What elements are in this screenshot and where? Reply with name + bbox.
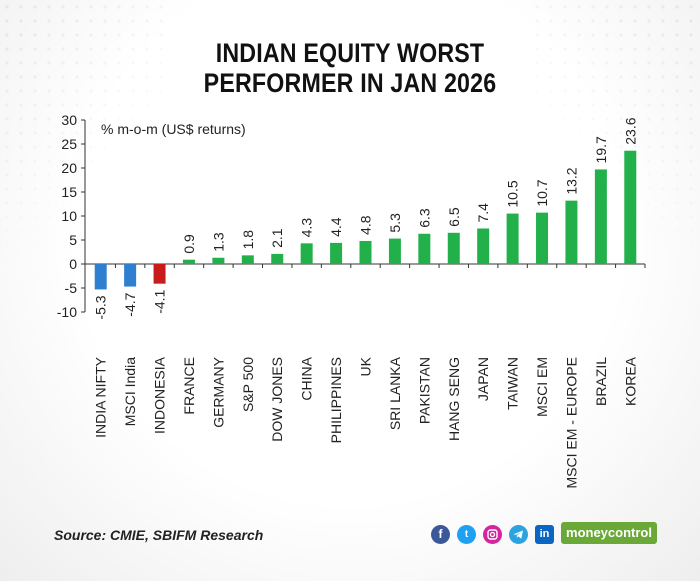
telegram-glyph [513,530,523,539]
data-label: -4.7 [122,292,138,316]
bar [418,233,431,264]
bar-chart: % m-o-m (US$ returns) -10 -5 0 5 10 15 20 25 30 -… [57,112,646,488]
category-label: DOW JONES [269,357,285,442]
category-label: JAPAN [475,357,491,401]
bar [241,255,254,264]
data-label: 1.8 [240,230,256,250]
y-tick-label: -10 [57,304,77,320]
data-label: 19.7 [593,136,609,163]
bar [330,242,343,264]
source-note: Source: CMIE, SBIFM Research [54,527,264,543]
y-tick-label: 10 [61,208,77,224]
data-label: -4.1 [152,289,168,313]
data-label: 5.3 [387,213,403,233]
bar [536,212,549,264]
category-label: SRI LANKA [387,356,403,430]
bar [477,228,490,264]
bar [506,213,519,264]
data-label: 1.3 [210,232,226,252]
category-label: CHINA [299,356,315,400]
bar [388,238,401,264]
data-label: 10.7 [534,179,550,206]
data-label: 4.3 [299,218,315,238]
data-label: 6.3 [416,208,432,228]
category-label: INDONESIA [152,356,168,434]
data-label: 23.6 [622,117,638,144]
category-label: MSCI EM - EUROPE [563,357,579,488]
y-tick-label: 5 [69,232,77,248]
bar [212,257,225,264]
bar [182,259,195,264]
chart-title-line-2: PERFORMER IN JAN 2026 [203,68,497,98]
category-label: S&P 500 [240,357,256,412]
category-label: INDIA NIFTY [93,356,109,438]
y-tick-label: 20 [61,160,77,176]
data-label: 7.4 [475,203,491,223]
dot-pattern-right [530,0,700,260]
facebook-icon[interactable]: f [431,525,450,544]
bar [94,264,107,290]
data-label: 10.5 [505,180,521,207]
bar [153,264,166,284]
category-label: BRAZIL [593,357,609,406]
data-label: 6.5 [446,207,462,227]
linkedin-icon[interactable]: in [535,525,554,544]
category-label: MSCI India [122,357,138,426]
bar [271,253,284,264]
moneycontrol-logo: moneycontrol [561,522,657,544]
bar [124,264,137,287]
y-tick-label: 0 [69,256,77,272]
category-label: FRANCE [181,357,197,415]
category-label: KOREA [622,356,638,406]
instagram-glyph [487,529,498,540]
data-label: 0.9 [181,234,197,254]
category-label: HANG SENG [446,357,462,441]
chart-title-line-1: INDIAN EQUITY WORST [215,38,485,68]
bar [565,200,578,264]
category-label: PHILIPPINES [328,357,344,443]
data-label: 2.1 [269,228,285,248]
category-label: GERMANY [210,356,226,427]
bar [300,243,313,264]
y-tick-label: 25 [61,136,77,152]
y-tick-label: 30 [61,112,77,128]
category-label: MSCI EM [534,357,550,417]
data-label: 4.8 [358,215,374,235]
bar [447,232,460,264]
chart-title: INDIAN EQUITY WORST PERFORMER IN JAN 202… [49,38,651,98]
instagram-icon[interactable] [483,525,502,544]
y-tick-label: -5 [65,280,78,296]
twitter-icon[interactable]: t [457,525,476,544]
telegram-icon[interactable] [509,525,528,544]
bar [594,169,607,264]
bar [624,150,637,264]
data-label: 13.2 [563,167,579,194]
category-label: PAKISTAN [416,357,432,424]
bar [359,240,372,264]
data-label: 4.4 [328,217,344,237]
category-label: TAIWAN [505,357,521,410]
category-label: UK [358,356,374,376]
data-label: -5.3 [93,295,109,319]
y-axis-label: % m-o-m (US$ returns) [101,121,246,137]
y-tick-label: 15 [61,184,77,200]
